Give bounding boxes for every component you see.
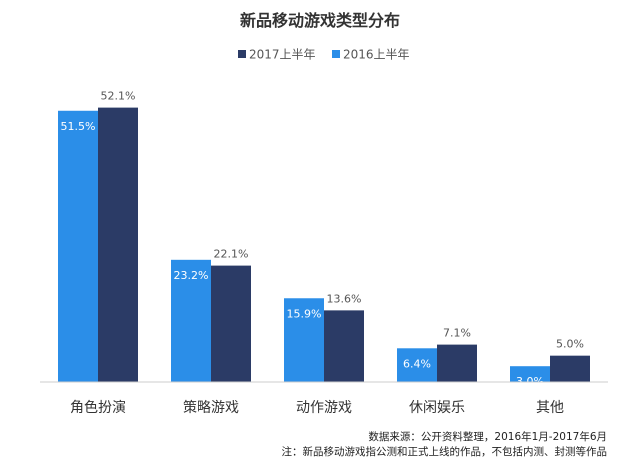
bar-2017-4 bbox=[550, 355, 590, 382]
source-note: 数据来源：公开资料整理，2016年1月-2017年6月 bbox=[368, 430, 607, 443]
x-tick-label-2: 动作游戏 bbox=[296, 400, 352, 416]
bar-2017-2 bbox=[324, 310, 364, 382]
legend: 2017上半年 2016上半年 bbox=[238, 48, 410, 62]
bar-2017-0 bbox=[98, 107, 138, 383]
bar-2016-4 bbox=[510, 366, 550, 382]
legend-label-1: 2016上半年 bbox=[343, 48, 410, 62]
x-tick-label-0: 角色扮演 bbox=[70, 399, 126, 416]
legend-swatch-1 bbox=[332, 50, 340, 58]
data-label-2017-0: 52.1% bbox=[101, 90, 136, 103]
bar-2017-1 bbox=[211, 265, 251, 382]
data-label-2016-1: 23.2% bbox=[174, 269, 209, 282]
chart-title: 新品移动游戏类型分布 bbox=[240, 11, 400, 30]
bar-2016-0 bbox=[58, 110, 98, 383]
definition-note: 注：新品移动游戏指公测和正式上线的作品，不包括内测、封测等作品 bbox=[282, 445, 608, 458]
data-label-2017-3: 7.1% bbox=[443, 327, 471, 340]
x-tick-label-4: 其他 bbox=[536, 400, 564, 416]
data-label-2017-1: 22.1% bbox=[214, 248, 249, 261]
data-label-2016-0: 51.5% bbox=[61, 120, 96, 133]
bar-2017-3 bbox=[437, 344, 477, 382]
x-tick-label-1: 策略游戏 bbox=[183, 399, 239, 416]
x-axis-tick-labels: 角色扮演 策略游戏 动作游戏 休闲娱乐 其他 bbox=[70, 399, 564, 416]
x-tick-label-3: 休闲娱乐 bbox=[409, 400, 465, 416]
data-label-2017-4: 5.0% bbox=[556, 338, 584, 351]
bar-2016-1 bbox=[171, 259, 211, 382]
bar-2016-3 bbox=[397, 348, 437, 382]
data-label-2016-3: 6.4% bbox=[403, 357, 431, 370]
bars: 51.5%52.1%23.2%22.1%15.9%13.6%6.4%7.1%3.… bbox=[58, 90, 590, 388]
bar-2016-2 bbox=[284, 298, 324, 382]
data-label-2017-2: 13.6% bbox=[327, 292, 362, 305]
data-label-2016-2: 15.9% bbox=[287, 307, 322, 320]
legend-swatch-0 bbox=[238, 50, 246, 58]
legend-label-0: 2017上半年 bbox=[249, 48, 316, 62]
